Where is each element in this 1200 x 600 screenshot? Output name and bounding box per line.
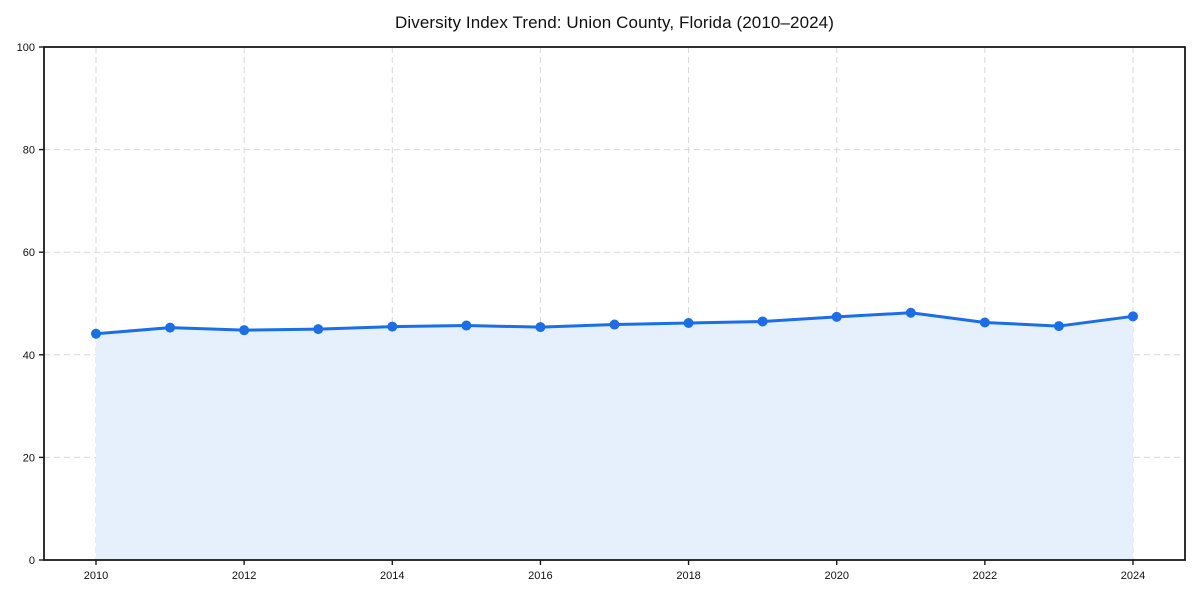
- data-point-2016: [535, 322, 546, 333]
- data-point-2021: [905, 307, 916, 318]
- x-tick-label: 2016: [528, 570, 552, 582]
- y-tick-label: 20: [23, 452, 35, 464]
- data-point-2012: [239, 325, 250, 336]
- data-point-2010: [91, 328, 101, 339]
- x-tick-label: 2018: [676, 570, 700, 582]
- data-point-2020: [831, 311, 842, 322]
- y-tick-label: 60: [23, 247, 35, 259]
- y-tick-label: 40: [23, 350, 35, 362]
- data-point-2024: [1128, 311, 1138, 322]
- data-point-2011: [165, 322, 176, 333]
- x-tick-label: 2020: [824, 570, 848, 582]
- y-tick-label: 80: [23, 145, 35, 157]
- x-tick-label: 2022: [973, 570, 997, 582]
- y-tick-label: 100: [17, 42, 35, 54]
- data-point-2019: [757, 316, 768, 327]
- x-tick-label: 2024: [1121, 570, 1145, 582]
- plot-border: [43, 46, 1186, 561]
- data-point-2018: [683, 317, 694, 328]
- chart-title: Diversity Index Trend: Union County, Flo…: [394, 13, 834, 32]
- data-point-2013: [313, 324, 324, 335]
- x-tick-label: 2012: [232, 570, 256, 582]
- y-tick-label: 0: [29, 555, 35, 567]
- data-point-2023: [1053, 321, 1064, 332]
- data-point-2014: [387, 321, 398, 332]
- data-point-2022: [979, 317, 990, 328]
- x-tick-label: 2014: [380, 570, 404, 582]
- data-point-2017: [609, 319, 620, 330]
- x-tick-label: 2010: [84, 570, 108, 582]
- data-point-2015: [461, 320, 472, 331]
- area-fill: [96, 312, 1133, 560]
